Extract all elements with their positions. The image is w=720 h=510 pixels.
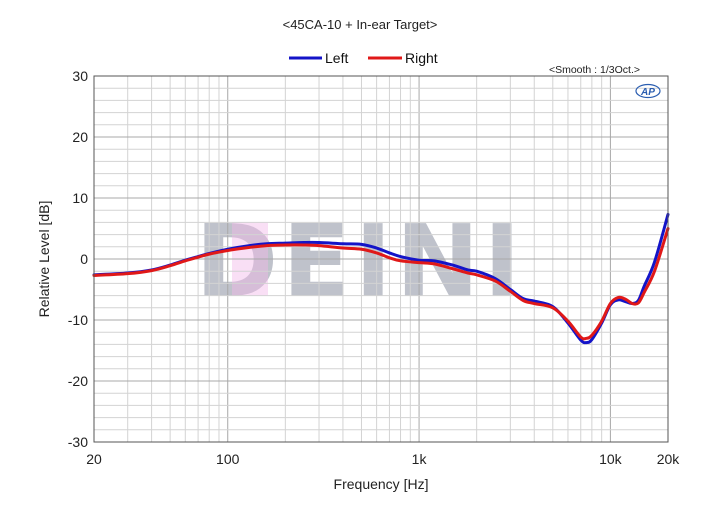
y-tick-label: -20 bbox=[68, 373, 88, 389]
legend: Left Right bbox=[289, 50, 438, 66]
y-tick-label: 20 bbox=[72, 129, 88, 145]
series-line-right bbox=[92, 227, 670, 341]
x-tick-label: 100 bbox=[216, 451, 240, 467]
ap-logo-text: AP bbox=[640, 87, 655, 98]
y-tick-label: 0 bbox=[80, 251, 88, 267]
y-tick-label: 10 bbox=[72, 190, 88, 206]
y-tick-label: -30 bbox=[68, 434, 88, 450]
x-tick-label: 1k bbox=[412, 451, 428, 467]
y-axis-label: Relative Level [dB] bbox=[36, 201, 52, 318]
x-axis-label: Frequency [Hz] bbox=[334, 476, 429, 492]
y-tick-label: 30 bbox=[72, 68, 88, 84]
smoothing-note: <Smooth : 1/3Oct.> bbox=[549, 64, 640, 76]
grid bbox=[94, 76, 668, 442]
chart-title: <45CA-10 + In-ear Target> bbox=[283, 17, 438, 32]
series-layer bbox=[92, 212, 670, 345]
x-tick-label: 20k bbox=[657, 451, 681, 467]
legend-label-right: Right bbox=[405, 50, 438, 66]
ap-logo: AP bbox=[635, 83, 661, 99]
legend-label-left: Left bbox=[325, 50, 348, 66]
x-tick-label: 10k bbox=[599, 451, 623, 467]
plot-frame bbox=[93, 75, 669, 443]
ap-logo-ring bbox=[635, 83, 661, 99]
y-tick-label: -10 bbox=[68, 312, 88, 328]
x-tick-label: 20 bbox=[86, 451, 102, 467]
